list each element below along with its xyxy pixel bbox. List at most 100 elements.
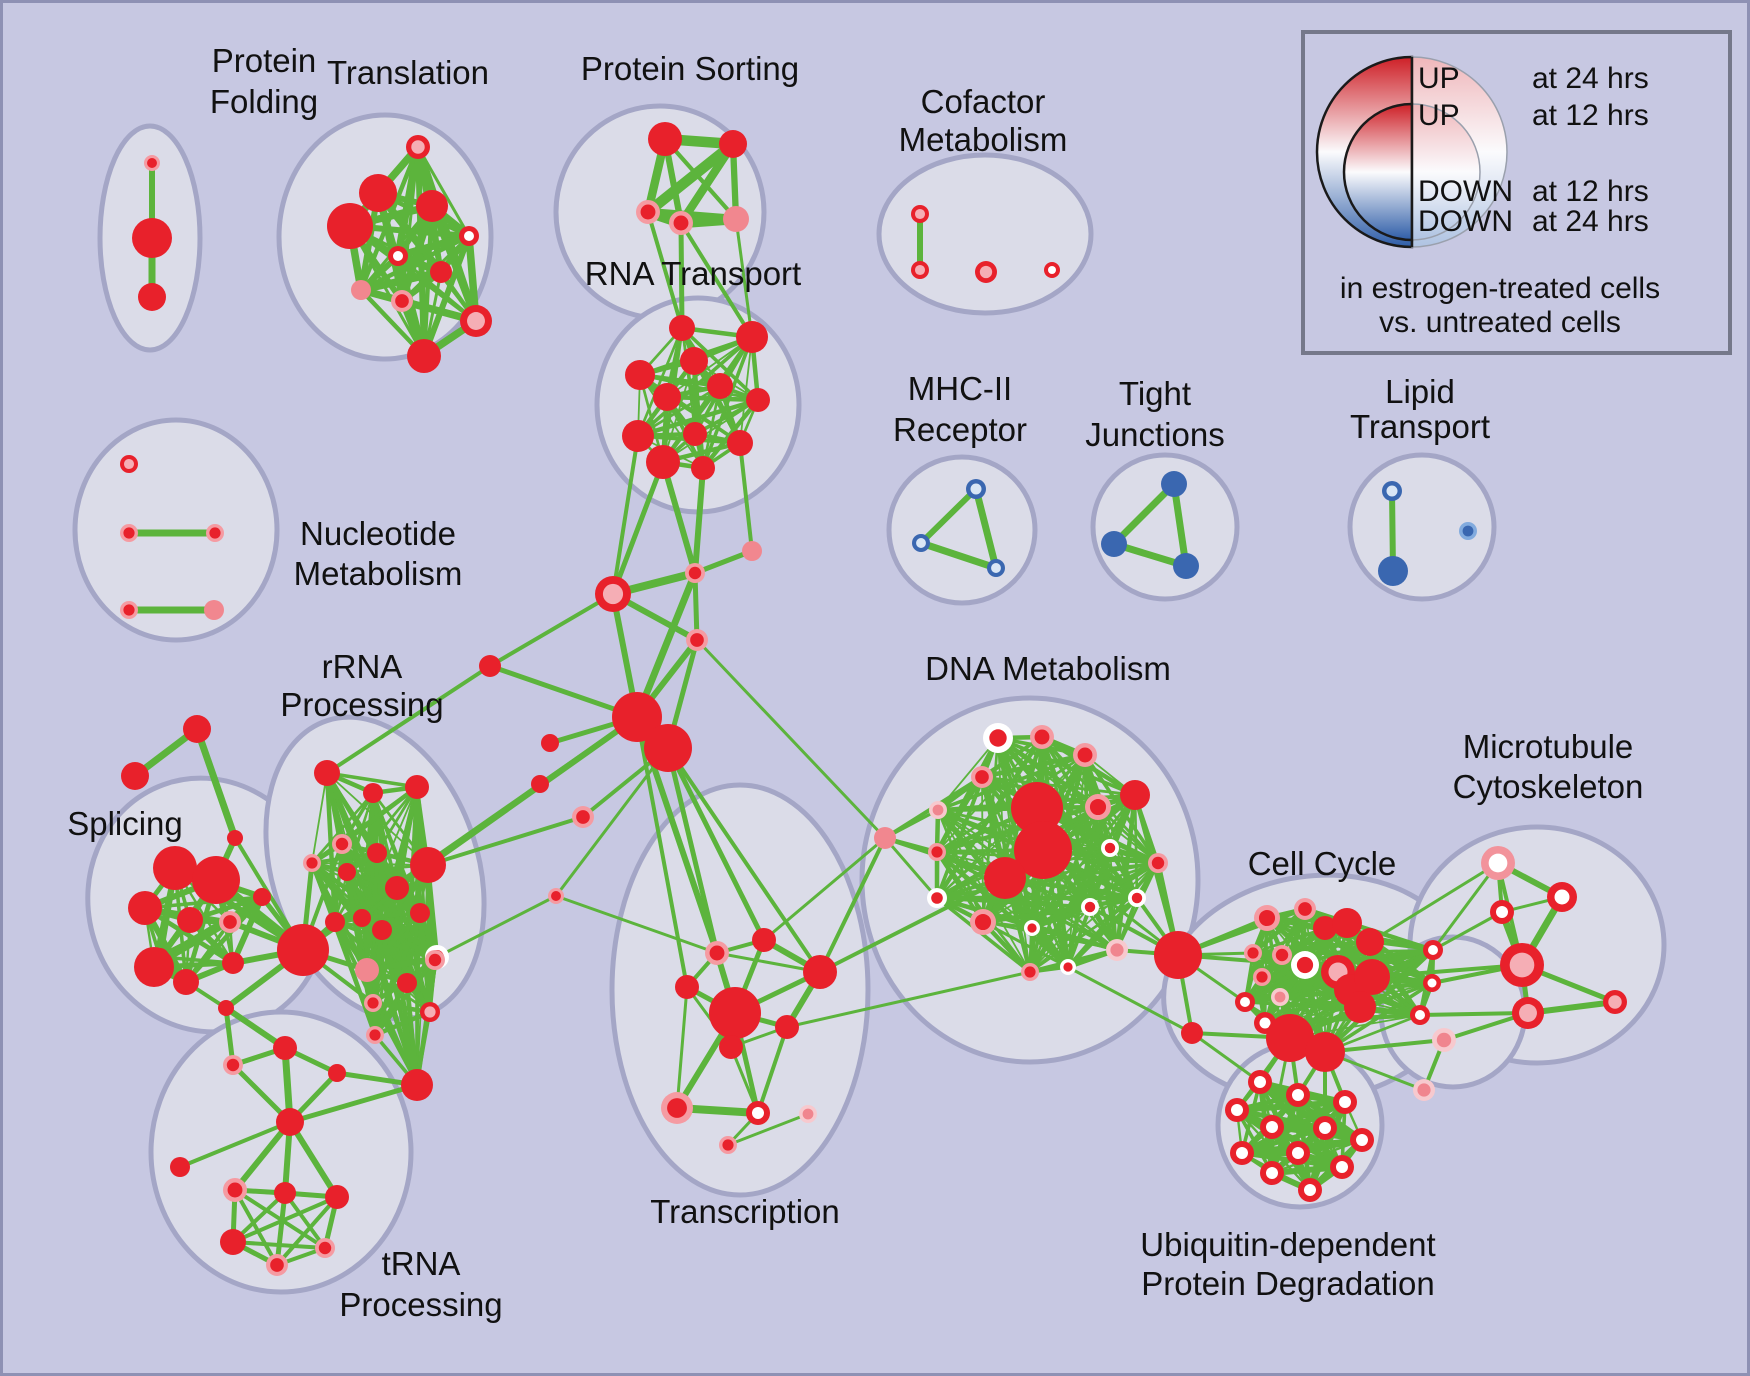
node-transcription-4 [709, 987, 761, 1039]
node-splicing-2 [128, 891, 162, 925]
edge [287, 1119, 340, 1200]
edge [275, 1195, 339, 1267]
edge [818, 836, 887, 974]
node-core-cellcycle-2 [1247, 947, 1259, 959]
label-cofactor: Cofactor [921, 83, 1046, 120]
node-core-dna-17 [1027, 923, 1037, 933]
node-rna-11 [691, 456, 715, 480]
node-trna-8 [325, 1185, 349, 1209]
node-translation-7 [351, 280, 371, 300]
node-trna-3 [328, 1064, 346, 1082]
edge [638, 373, 760, 402]
node-core-lipid-2 [1462, 525, 1474, 537]
edge [360, 916, 419, 1087]
edge [373, 928, 384, 1037]
label-transcription: Transcription [650, 1193, 840, 1230]
label-microtubule: Cytoskeleton [1453, 768, 1644, 805]
edge [1029, 862, 1159, 973]
node-core-lipid-0 [1386, 485, 1398, 497]
node-core-dna-20 [1024, 966, 1036, 978]
edge [611, 434, 640, 596]
node-splicing-tri-0 [183, 715, 211, 743]
edge [1431, 861, 1500, 952]
edge [178, 1120, 292, 1169]
edge [310, 791, 375, 865]
node-cellcycle-16 [1266, 1014, 1314, 1062]
node-core-cellcycle-6 [1274, 991, 1286, 1003]
edge [404, 980, 420, 1088]
node-dna-8 [984, 857, 1026, 899]
edge [918, 486, 979, 546]
node-tight-2 [1173, 553, 1199, 579]
legend-direction-label: DOWN [1418, 175, 1513, 208]
node-core-dna-1 [1034, 729, 1050, 745]
edge [231, 1240, 327, 1250]
node-splicing-9 [253, 888, 271, 906]
node-core-microtubule-3 [1509, 952, 1535, 978]
node-lipid-1 [1378, 556, 1408, 586]
node-splicing-3 [177, 907, 203, 933]
edge [1110, 480, 1178, 548]
node-core-translation-8 [395, 294, 409, 308]
node-core-cellcycle-0 [1258, 909, 1276, 927]
node-trna-0 [218, 1000, 234, 1016]
edge [660, 459, 698, 576]
node-rrna-0 [314, 760, 340, 786]
edge [488, 592, 615, 668]
label-nucleotide: Metabolism [294, 555, 463, 592]
node-core-splicing-4 [223, 915, 237, 929]
edge [662, 399, 759, 463]
edge [695, 638, 887, 840]
node-core-nucleotide-0 [123, 458, 135, 470]
node-rna-5 [653, 383, 681, 411]
node-transcription-3 [803, 955, 837, 989]
edge [635, 397, 761, 439]
node-hub-spl-0 [277, 924, 329, 976]
node-cellcycle-10 [1332, 908, 1362, 938]
node-core-translation-9 [467, 312, 485, 330]
node-core-protein-sorting-2 [640, 204, 656, 220]
node-core-cellcycle-1 [1298, 902, 1312, 916]
node-core-cellcycle-5 [1240, 997, 1250, 1007]
edge [1346, 922, 1434, 951]
edge [231, 1195, 339, 1244]
node-translation-10 [407, 339, 441, 373]
label-protein-folding: Protein [212, 42, 317, 79]
edge [1170, 480, 1190, 570]
node-core-microtubule-2 [1496, 906, 1508, 918]
node-core-pale-zone-1 [1417, 1083, 1431, 1097]
label-mhc: MHC-II [908, 370, 1012, 407]
edge [676, 139, 738, 228]
edge [348, 224, 426, 358]
edge [633, 569, 699, 721]
node-core-transcription-0 [709, 945, 725, 961]
edge [756, 1025, 789, 1115]
edge [679, 221, 754, 339]
node-rrna-7 [385, 876, 409, 900]
node-rrna-12 [410, 903, 430, 923]
edge [675, 985, 689, 1110]
edge [685, 985, 733, 1049]
edge [636, 326, 684, 438]
node-core-cellcycle-8 [1296, 956, 1314, 974]
node-trna-4 [276, 1108, 304, 1136]
node-core-cellcycle-3 [1275, 948, 1289, 962]
edge [1030, 926, 1119, 952]
node-core-nucleotide-2 [209, 527, 221, 539]
label-splicing: Splicing [67, 805, 183, 842]
cluster-shape-translation [276, 112, 494, 362]
node-trna-7 [274, 1182, 296, 1204]
label-rna: RNA Transport [585, 255, 801, 292]
node-bridge-1 [1181, 1022, 1203, 1044]
label-dna: DNA Metabolism [925, 650, 1171, 687]
cluster-shape-mhc [886, 454, 1038, 606]
node-backbone-6 [541, 734, 559, 752]
label-cofactor: Metabolism [899, 121, 1068, 158]
node-tight-1 [1101, 531, 1127, 557]
legend-time-label: at 24 hrs [1532, 62, 1649, 95]
node-core-dna-11 [1104, 842, 1116, 854]
node-dna-6 [1011, 782, 1063, 834]
node-core-trna-1 [226, 1058, 240, 1072]
legend-time-label: at 12 hrs [1532, 175, 1649, 208]
